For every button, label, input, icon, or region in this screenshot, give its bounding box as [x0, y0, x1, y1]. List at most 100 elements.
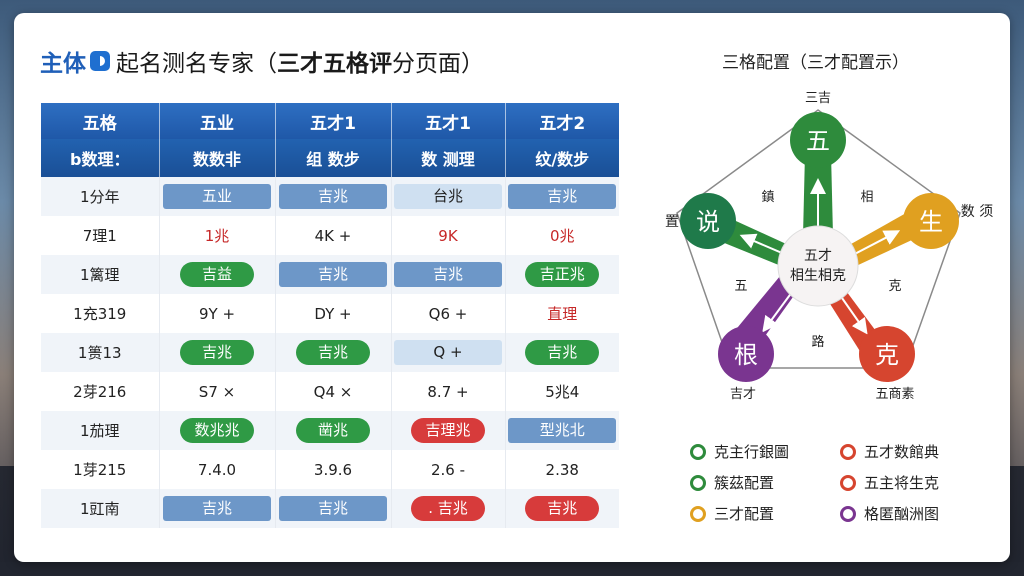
column-subheader: b数理：: [41, 139, 160, 177]
cell-text: 3.9.6: [313, 460, 353, 479]
cell-text: 7.4.0: [197, 460, 237, 479]
cell-text: 2芽216: [73, 383, 127, 401]
score-table: 五格 五业 五才1 五才1 五才2 b数理： 数数非 组 数步 数 测理 纹/数…: [41, 103, 619, 528]
bad-result-badge: . 吉兆: [411, 496, 485, 521]
result-chip: 五业: [163, 184, 271, 209]
cell-text: 5兆4: [545, 383, 580, 401]
diagram-title: 三格配置（三才配置示）: [722, 53, 909, 73]
score-cell: 1兆: [159, 216, 276, 255]
score-cell: 吉兆: [159, 489, 276, 528]
score-cell: Q4 ×: [275, 372, 392, 411]
score-cell: 吉兆: [505, 177, 619, 216]
score-cell: 7.4.0: [159, 450, 276, 489]
table-row[interactable]: 1分年 五业 吉兆 台兆 吉兆: [41, 177, 619, 216]
good-result-badge: 吉益: [180, 262, 254, 287]
node-right-label: 生: [919, 208, 943, 236]
score-cell: 8.7 +: [391, 372, 506, 411]
page-title: 主体 起名测名专家（ 三才五格评 分页面）: [40, 44, 484, 78]
node-top[interactable]: [790, 112, 846, 168]
cell-text-warning: 0兆: [549, 227, 575, 245]
brand-name: 主体: [40, 51, 86, 77]
score-cell: 型兆北: [505, 411, 619, 450]
table-row[interactable]: 2芽216 S7 × Q4 × 8.7 + 5兆4: [41, 372, 619, 411]
row-label-cell: 1充319: [41, 294, 160, 333]
column-header[interactable]: 五业: [159, 103, 276, 139]
score-cell: 4K +: [275, 216, 392, 255]
table-row[interactable]: 1茄理 数兆兆 凿兆 吉理兆 型兆北: [41, 411, 619, 450]
cell-text: 2.38: [545, 460, 579, 479]
background-strip: [0, 562, 1024, 576]
label-inner-bottom: 路: [811, 334, 824, 350]
cell-text: 7理1: [82, 227, 117, 245]
legend-item[interactable]: 五才数館典: [840, 441, 990, 462]
node-right[interactable]: [903, 193, 959, 249]
cell-text: Q6 +: [428, 304, 468, 323]
legend-label: 五才数館典: [864, 443, 940, 461]
legend-item[interactable]: 五主将生克: [840, 472, 990, 493]
table-row[interactable]: 1篑13 吉兆 吉兆 Q + 吉兆: [41, 333, 619, 372]
cell-text: 1分年: [79, 188, 120, 206]
cell-text: 1篱理: [79, 266, 120, 284]
center-label-1: 五才: [804, 248, 832, 264]
score-cell: 吉兆: [159, 333, 276, 372]
node-left[interactable]: [680, 193, 736, 249]
table-row[interactable]: 1充319 9Y + DY + Q6 + 直理: [41, 294, 619, 333]
good-result-badge: 吉兆: [180, 340, 254, 365]
label-left: 置: [665, 214, 679, 230]
table-row[interactable]: 1芽215 7.4.0 3.9.6 2.6 - 2.38: [41, 450, 619, 489]
column-header[interactable]: 五才2: [505, 103, 619, 139]
row-label-cell: 7理1: [41, 216, 160, 255]
score-cell: Q +: [391, 333, 506, 372]
legend-ring-icon: [690, 505, 706, 522]
result-chip: 吉兆: [279, 262, 387, 287]
score-cell: 吉兆: [505, 489, 619, 528]
cell-text: 8.7 +: [427, 382, 469, 401]
score-cell: DY +: [275, 294, 392, 333]
good-result-badge: 吉兆: [296, 340, 370, 365]
node-bottom-left-label: 根: [734, 341, 758, 369]
score-cell: 直理: [505, 294, 619, 333]
column-header[interactable]: 五格: [41, 103, 160, 139]
table-row[interactable]: 1篱理 吉益 吉兆 吉兆 吉正兆: [41, 255, 619, 294]
label-right: 数 须: [961, 204, 993, 220]
score-cell: 5兆4: [505, 372, 619, 411]
label-bottom-left: 吉才: [730, 387, 756, 402]
good-result-badge: 凿兆: [296, 418, 370, 443]
cell-text: Q4 ×: [313, 382, 353, 401]
legend-item[interactable]: 克主行銀圖: [690, 441, 840, 462]
score-cell: 吉兆: [275, 177, 392, 216]
score-cell: 台兆: [391, 177, 506, 216]
legend-item[interactable]: 三才配置: [690, 503, 840, 524]
column-header[interactable]: 五才1: [391, 103, 506, 139]
title-suffix: 分页面）: [392, 51, 484, 77]
cell-text: 1芽215: [73, 461, 127, 479]
column-subheader: 数数非: [159, 139, 276, 177]
legend-label: 克主行銀圖: [714, 443, 790, 461]
center-circle: [777, 225, 859, 307]
label-inner-left: 五: [734, 279, 747, 294]
row-label-cell: 1篑13: [41, 333, 160, 372]
brand-logo-icon: [90, 51, 110, 71]
legend-item[interactable]: 簇茲配置: [690, 472, 840, 493]
good-result-badge: 吉正兆: [525, 262, 600, 287]
table-row[interactable]: 1豇南 吉兆 吉兆. 吉兆 吉兆: [41, 489, 619, 528]
diagram-legend: 克主行銀圖 五才数館典簇茲配置 五主将生克 三才配置 格匿酗洲图: [690, 436, 990, 529]
score-cell: 9Y +: [159, 294, 276, 333]
score-cell: 2.38: [505, 450, 619, 489]
cell-text: DY +: [314, 304, 352, 323]
good-result-badge: 数兆兆: [180, 418, 254, 443]
node-bottom-right[interactable]: [859, 326, 915, 382]
legend-item[interactable]: 格匿酗洲图: [840, 503, 990, 524]
column-header[interactable]: 五才1: [275, 103, 392, 139]
good-result-badge: 吉兆: [525, 340, 600, 365]
legend-label: 簇茲配置: [714, 474, 775, 492]
result-chip: 吉兆: [508, 184, 617, 209]
node-bottom-left[interactable]: [718, 326, 774, 382]
score-cell: 吉兆: [275, 255, 392, 294]
score-cell: 五业: [159, 177, 276, 216]
result-chip: 吉兆: [163, 496, 271, 521]
cell-text: 4K +: [314, 226, 352, 245]
label-inner-upper-right: 相: [860, 190, 873, 205]
table-row[interactable]: 7理1 1兆 4K + 9K 0兆: [41, 216, 619, 255]
score-cell: 吉兆: [505, 333, 619, 372]
